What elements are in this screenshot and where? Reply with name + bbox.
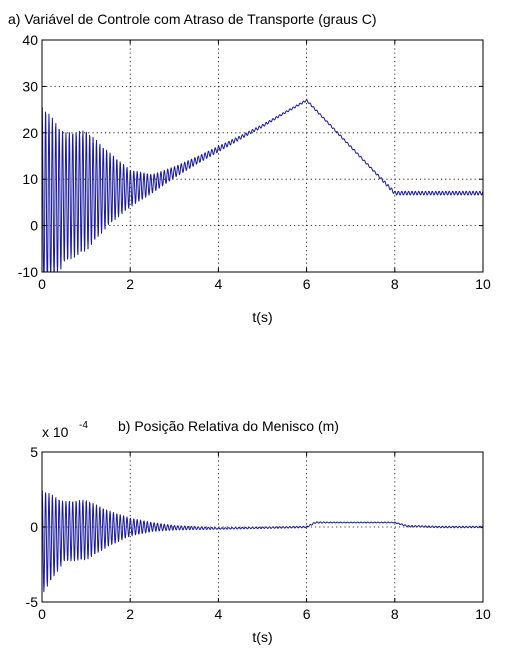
- scale-factor-label: x 10: [42, 424, 69, 440]
- y-tick-label: 20: [22, 125, 38, 141]
- x-tick-label: 8: [391, 276, 399, 292]
- x-tick-label: 10: [475, 606, 491, 622]
- y-tick-label: -10: [18, 264, 38, 280]
- x-tick-label: 2: [126, 276, 134, 292]
- y-tick-label: 0: [30, 218, 38, 234]
- x-tick-label: 4: [215, 606, 223, 622]
- x-tick-label: 10: [475, 276, 491, 292]
- y-tick-label: 10: [22, 171, 38, 187]
- y-tick-label: 30: [22, 78, 38, 94]
- x-tick-label: 0: [38, 606, 46, 622]
- x-tick-label: 6: [303, 606, 311, 622]
- x-tick-label: 8: [391, 606, 399, 622]
- y-tick-label: 5: [30, 444, 38, 460]
- y-tick-label: -5: [26, 594, 39, 610]
- plot-frame: [41, 39, 484, 273]
- series-line: [41, 490, 484, 593]
- y-tick-label: 40: [22, 32, 38, 48]
- x-tick-label: 2: [126, 606, 134, 622]
- x-tick-label: 4: [215, 276, 223, 292]
- chart-title: a) Variável de Controle com Atraso de Tr…: [8, 11, 377, 27]
- x-axis-label: t(s): [252, 309, 272, 325]
- x-tick-label: 6: [303, 276, 311, 292]
- scale-factor-exponent: -4: [79, 420, 88, 431]
- y-tick-label: 0: [30, 519, 38, 535]
- chart-title: b) Posição Relativa do Menisco (m): [118, 418, 339, 434]
- x-axis-label: t(s): [252, 629, 272, 645]
- series-line: [41, 98, 484, 273]
- x-tick-label: 0: [38, 276, 46, 292]
